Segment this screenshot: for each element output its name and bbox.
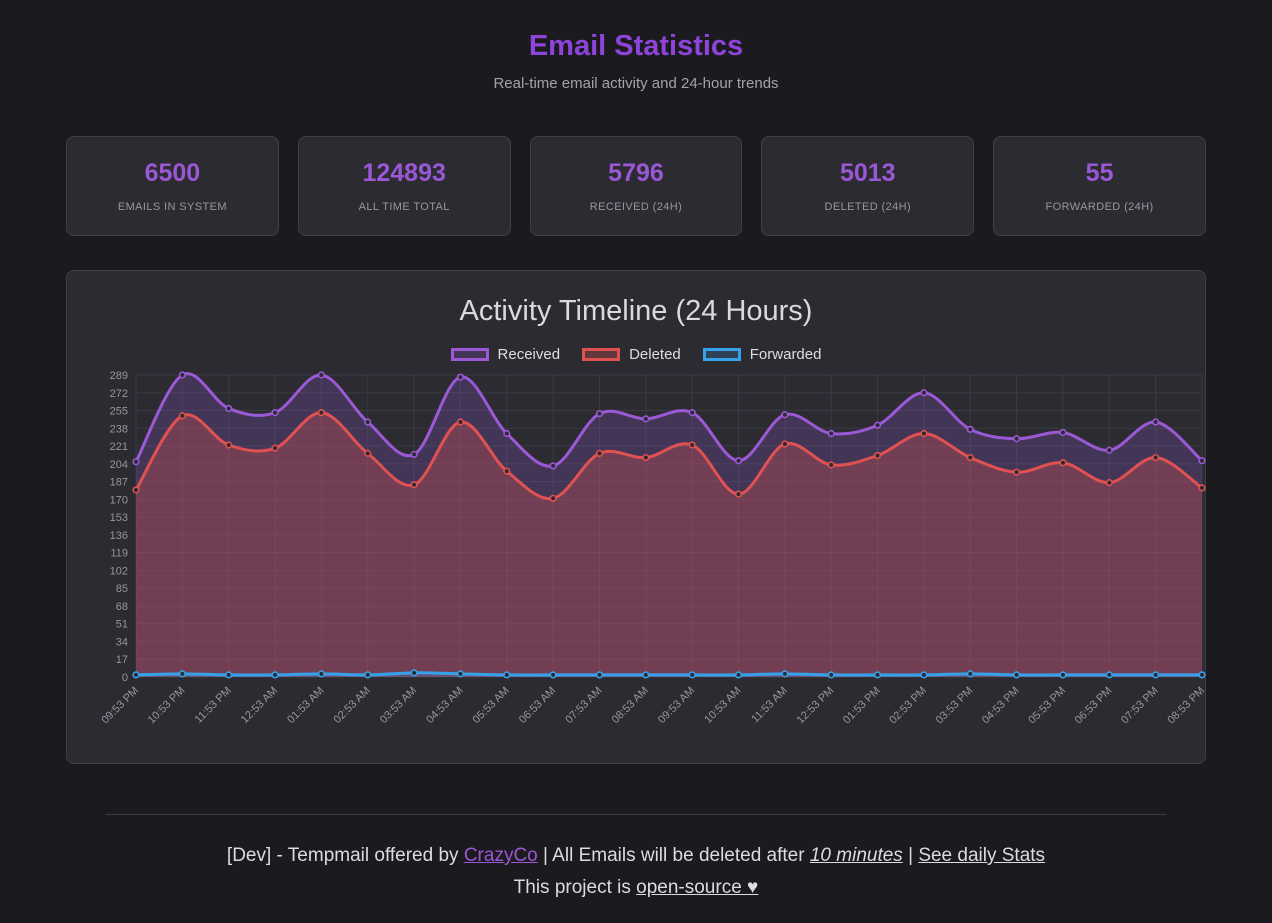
svg-text:02:53 AM: 02:53 AM: [332, 685, 373, 726]
stat-value-received-24h: 5796: [608, 159, 664, 187]
footer-line-2: This project is open-source ♥: [0, 877, 1272, 899]
stat-card-received-24h: 5796 RECEIVED (24H): [529, 136, 743, 236]
activity-timeline-chart: 0 17 34 51 68 85 102 119 136 153 170 187 204 221 238 25…: [99, 370, 1206, 727]
svg-text:08:53 PM: 08:53 PM: [1165, 685, 1206, 727]
stat-label-deleted-24h: DELETED (24H): [824, 201, 912, 213]
svg-text:102: 102: [110, 565, 128, 577]
svg-text:255: 255: [110, 406, 128, 418]
legend-item-received[interactable]: Received: [450, 346, 561, 363]
svg-text:03:53 AM: 03:53 AM: [378, 685, 419, 726]
svg-text:0: 0: [122, 672, 128, 684]
legend-label-deleted: Deleted: [629, 346, 681, 363]
svg-text:04:53 PM: 04:53 PM: [980, 685, 1022, 727]
svg-text:02:53 PM: 02:53 PM: [887, 685, 929, 727]
stat-label-all-time-total: ALL TIME TOTAL: [358, 201, 450, 213]
stat-card-forwarded-24h: 55 FORWARDED (24H): [993, 136, 1206, 236]
svg-text:09:53 PM: 09:53 PM: [99, 685, 141, 727]
svg-text:238: 238: [110, 423, 128, 435]
page-footer: [Dev] - Tempmail offered by CrazyCo | Al…: [0, 814, 1272, 923]
footer-text-project: This project is: [513, 877, 637, 898]
svg-text:03:53 PM: 03:53 PM: [934, 685, 976, 727]
daily-stats-link[interactable]: See daily Stats: [918, 845, 1046, 866]
legend-item-forwarded[interactable]: Forwarded: [702, 346, 822, 363]
footer-text-sep: |: [902, 845, 919, 866]
svg-text:136: 136: [110, 530, 128, 542]
svg-text:09:53 AM: 09:53 AM: [656, 685, 697, 726]
footer-text-prefix: [Dev] - Tempmail offered by: [226, 845, 464, 866]
svg-text:68: 68: [116, 601, 128, 613]
svg-text:10:53 AM: 10:53 AM: [702, 685, 743, 726]
legend-item-deleted[interactable]: Deleted: [582, 346, 681, 363]
svg-text:06:53 PM: 06:53 PM: [1073, 685, 1115, 727]
svg-text:11:53 AM: 11:53 AM: [749, 685, 790, 726]
svg-text:170: 170: [110, 494, 128, 506]
svg-text:04:53 AM: 04:53 AM: [424, 685, 465, 726]
chart-title: Activity Timeline (24 Hours): [459, 295, 813, 327]
svg-text:08:53 AM: 08:53 AM: [610, 685, 651, 726]
open-source-link[interactable]: open-source ♥: [636, 877, 759, 898]
chart-gridlines: [135, 374, 1203, 678]
chart-card: Activity Timeline (24 Hours) Received De…: [66, 270, 1206, 764]
stat-card-emails-in-system: 6500 EMAILS IN SYSTEM: [66, 136, 279, 236]
stat-card-all-time-total: 124893 ALL TIME TOTAL: [297, 136, 511, 236]
footer-divider: [106, 814, 1166, 815]
series-area-fills: [136, 373, 1202, 677]
svg-text:05:53 PM: 05:53 PM: [1026, 685, 1068, 727]
x-axis-tick-labels: 09:53 PM 10:53 PM 11:53 PM 12:53 AM 01:53 AM…: [99, 685, 1206, 727]
page-subtitle: Real-time email activity and 24-hour tre…: [493, 75, 779, 92]
series-points-received: [132, 371, 1206, 470]
svg-text:10:53 PM: 10:53 PM: [146, 685, 188, 727]
svg-text:272: 272: [110, 388, 128, 400]
svg-text:07:53 AM: 07:53 AM: [563, 685, 604, 726]
page-title: Email Statistics: [528, 30, 744, 62]
series-points-forwarded: [132, 669, 1206, 679]
stat-value-forwarded-24h: 55: [1085, 159, 1114, 187]
legend-swatch-received: [450, 348, 489, 361]
svg-text:34: 34: [116, 636, 128, 648]
ten-minutes-link[interactable]: 10 minutes: [809, 845, 903, 866]
footer-text-mid: | All Emails will be deleted after: [537, 845, 810, 866]
chart-legend: Received Deleted Forwarded: [86, 346, 1186, 363]
svg-text:06:53 AM: 06:53 AM: [517, 685, 558, 726]
stat-label-emails-in-system: EMAILS IN SYSTEM: [117, 201, 227, 213]
area-fill-deleted: [136, 412, 1202, 677]
page-header: Email Statistics Real-time email activit…: [0, 0, 1272, 92]
svg-text:289: 289: [110, 370, 128, 382]
svg-text:119: 119: [110, 548, 128, 560]
stat-label-received-24h: RECEIVED (24H): [589, 201, 683, 213]
svg-text:01:53 PM: 01:53 PM: [841, 685, 883, 727]
stat-value-all-time-total: 124893: [362, 159, 446, 187]
svg-text:01:53 AM: 01:53 AM: [285, 685, 326, 726]
area-fill-received: [136, 373, 1202, 677]
svg-text:85: 85: [116, 583, 128, 595]
legend-label-forwarded: Forwarded: [749, 346, 822, 363]
stat-label-forwarded-24h: FORWARDED (24H): [1045, 201, 1154, 213]
crazyco-link[interactable]: CrazyCo: [463, 845, 538, 866]
svg-text:11:53 PM: 11:53 PM: [193, 685, 234, 726]
legend-label-received: Received: [497, 346, 561, 363]
series-points-deleted: [132, 409, 1206, 502]
series-lines: [132, 371, 1206, 679]
svg-text:17: 17: [116, 654, 128, 666]
svg-text:153: 153: [110, 512, 128, 524]
svg-text:204: 204: [110, 459, 128, 471]
stats-row: 6500 EMAILS IN SYSTEM 124893 ALL TIME TO…: [66, 136, 1206, 236]
svg-text:07:53 PM: 07:53 PM: [1119, 685, 1161, 727]
svg-text:12:53 PM: 12:53 PM: [795, 685, 837, 727]
svg-text:51: 51: [116, 619, 128, 631]
y-axis-tick-labels: 0 17 34 51 68 85 102 119 136 153 170 187 204 221 238 25…: [110, 370, 128, 684]
svg-text:221: 221: [110, 441, 128, 453]
legend-swatch-forwarded: [702, 348, 741, 361]
stat-value-deleted-24h: 5013: [839, 159, 896, 187]
series-line-forwarded: [134, 671, 1204, 677]
stat-card-deleted-24h: 5013 DELETED (24H): [761, 136, 975, 236]
legend-swatch-deleted: [582, 348, 621, 361]
stat-value-emails-in-system: 6500: [144, 159, 201, 187]
svg-text:05:53 AM: 05:53 AM: [471, 685, 512, 726]
footer-line-1: [Dev] - Tempmail offered by CrazyCo | Al…: [0, 845, 1272, 867]
svg-text:12:53 AM: 12:53 AM: [239, 685, 280, 726]
svg-text:187: 187: [110, 477, 128, 489]
